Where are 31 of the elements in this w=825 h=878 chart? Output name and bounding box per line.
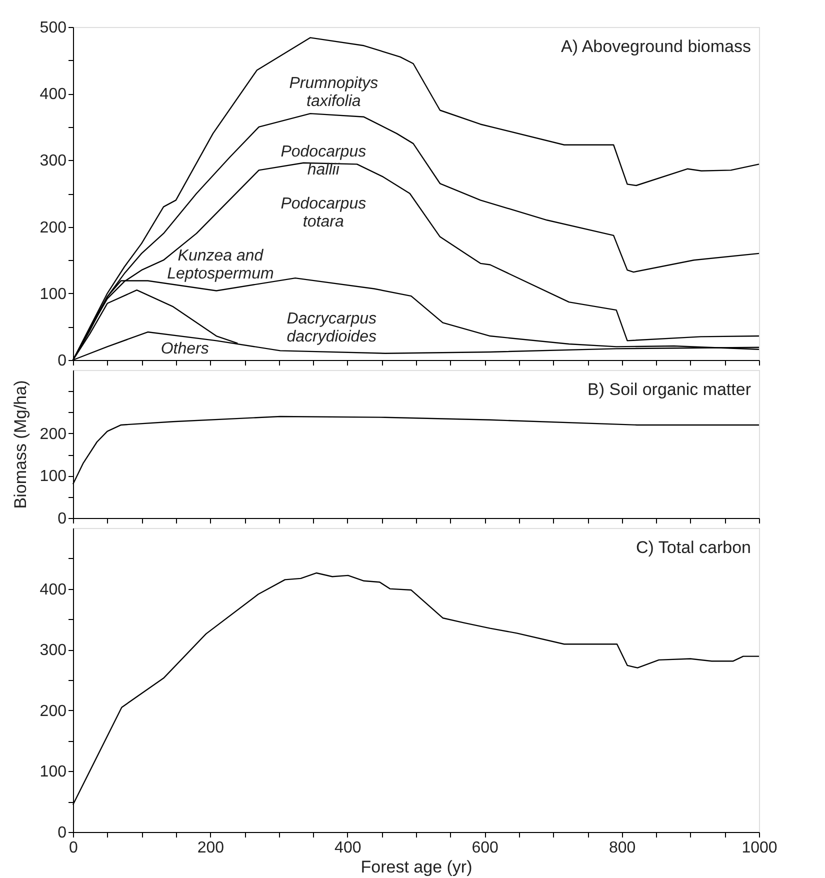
x-tick-label: 200 <box>197 840 224 856</box>
annotation: Prumnopitys taxifolia <box>289 74 378 110</box>
y-tick-label: 300 <box>40 642 67 660</box>
y-tick-label: 200 <box>40 219 67 236</box>
y-tick-label: 400 <box>40 581 67 598</box>
annotation: Podocarpus hallii <box>280 144 366 179</box>
y-tick-label: 0 <box>58 510 67 528</box>
y-tick-label: 100 <box>40 468 67 486</box>
y-tick-label: 0 <box>58 352 67 370</box>
text: A) Aboveground biomass <box>561 37 751 56</box>
annotation: Kunzea and Leptospermum <box>167 247 274 282</box>
x-tick-label: 600 <box>472 840 499 856</box>
x-tick-label: 400 <box>334 840 362 856</box>
y-tick-label: 300 <box>40 152 67 170</box>
y-tick-label: 200 <box>40 702 67 720</box>
y-tick-label: 100 <box>40 764 67 781</box>
x-tick-label: 0 <box>69 840 78 856</box>
y-tick-label: 500 <box>40 20 67 36</box>
annotation: Dacrycarpus dacrydioides <box>286 310 377 346</box>
x-tick-label: 1000 <box>742 840 778 856</box>
text: B) Soil organic matter <box>588 380 752 399</box>
annotation: Podocarpus totara <box>280 195 366 230</box>
annotation: Others <box>160 340 209 358</box>
x-axis-title: Forest age (yr) <box>360 858 472 876</box>
y-tick-label: 0 <box>58 824 67 842</box>
x-tick-label: 800 <box>608 840 636 856</box>
y-tick-label: 200 <box>40 426 67 443</box>
y-tick-label: 400 <box>40 86 67 104</box>
text: C) Total carbon <box>636 538 751 557</box>
y-axis-title: Biomass (Mg/ha) <box>10 380 30 509</box>
y-tick-label: 100 <box>40 286 67 303</box>
